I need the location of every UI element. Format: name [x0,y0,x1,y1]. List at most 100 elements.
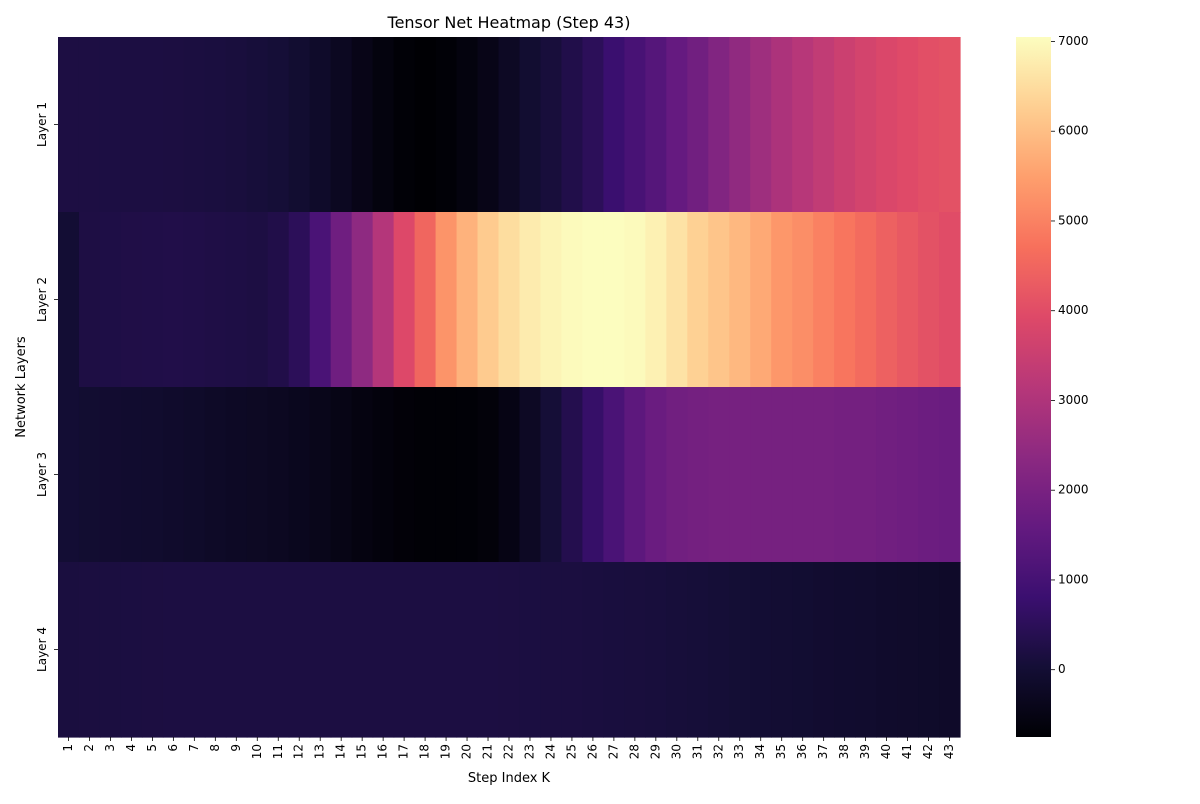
heatmap-cell [456,562,479,738]
x-tick-label: 17 [397,744,411,759]
x-tick-label: 43 [942,744,956,759]
x-tick-label: 15 [355,744,369,759]
heatmap-cell [666,562,688,738]
heatmap-cell [246,37,269,213]
heatmap-cell [897,37,919,213]
heatmap-cell [393,562,416,738]
x-tick-label: 12 [292,744,306,759]
heatmap-cell [183,212,206,388]
heatmap-cell [141,387,164,563]
heatmap-cell [162,37,185,213]
heatmap-cell [939,37,961,213]
x-axis-ticks: 1 2 3 4 5 6 7 8 9 10 11 12 13 14 15 16 17 18 19 20 21 22 23 24 2… [61,737,956,759]
heatmap-cell [351,562,374,738]
heatmap-cell [120,562,143,738]
heatmap-cell [918,37,940,213]
heatmap-cell [540,387,563,563]
heatmap-cell [687,387,709,563]
heatmap-cell [834,212,856,388]
heatmap-cell [351,387,374,563]
heatmap-cell [99,562,122,738]
heatmap-cell [58,212,80,388]
y-tick-label: Layer 3 [35,452,49,497]
heatmap-cell [141,562,164,738]
heatmap-cell [372,387,395,563]
x-tick-label: 25 [564,744,578,759]
heatmap-cell [309,37,332,213]
heatmap-cell [855,387,877,563]
heatmap-cell [603,562,625,738]
heatmap-cell [582,212,604,388]
heatmap-cell [540,212,563,388]
heatmap-cell [99,212,122,388]
heatmap-cell [393,212,416,388]
heatmap-cell [582,387,604,563]
heatmap-cell [561,387,584,563]
heatmap-cell [519,387,542,563]
heatmap-cell [834,562,856,738]
heatmap-cell [498,562,521,738]
x-tick-label: 13 [313,744,327,759]
heatmap-cell [498,387,521,563]
colorbar-tick-label: 2000 [1058,483,1089,497]
heatmap-cell [225,37,248,213]
colorbar-tick-label: 5000 [1058,213,1089,227]
heatmap-cell [435,212,458,388]
heatmap-cell [729,212,751,388]
heatmap-cell [561,37,584,213]
heatmap-cell [645,387,667,563]
heatmap-cell [204,562,227,738]
heatmap-cell [939,387,961,563]
x-tick-label: 41 [900,744,914,759]
heatmap-cell [246,212,269,388]
heatmap-cell [183,562,206,738]
heatmap-cell [456,387,479,563]
heatmap-cell [645,562,667,738]
heatmap-cell [414,562,437,738]
x-tick-label: 31 [690,744,704,759]
heatmap-cell [78,387,101,563]
heatmap-cell [330,387,353,563]
heatmap-cell [141,212,164,388]
heatmap-cell [204,212,227,388]
heatmap-cell [708,562,730,738]
heatmap-cell [456,37,479,213]
heatmap-cell [813,37,835,213]
heatmap-cell [288,212,311,388]
heatmap-cell [897,212,919,388]
x-tick-label: 4 [124,744,138,752]
colorbar-tick-label: 1000 [1058,572,1089,586]
heatmap-cell [897,387,919,563]
x-tick-label: 5 [145,744,159,752]
heatmap-cell [288,562,311,738]
heatmap-cell [330,37,353,213]
heatmap-cell [729,37,751,213]
heatmap-cell [645,37,667,213]
heatmap-cell [855,212,877,388]
heatmap-cell [834,37,856,213]
heatmap-cell [624,562,646,738]
x-tick-label: 11 [271,744,285,759]
heatmap-cell [876,212,898,388]
x-tick-label: 42 [921,744,935,759]
heatmap-cell [645,212,667,388]
heatmap-cell [183,37,206,213]
heatmap-cell [540,37,563,213]
heatmap-cell [309,387,332,563]
heatmap-cell [246,562,269,738]
heatmap-cell [372,562,395,738]
heatmap-cell [813,387,835,563]
heatmap-cell [162,387,185,563]
heatmap-cell [120,387,143,563]
y-tick-label: Layer 1 [35,102,49,147]
heatmap-cell [477,387,500,563]
x-tick-label: 28 [627,744,641,759]
heatmap-cell [78,37,101,213]
heatmap-cell [687,562,709,738]
heatmap-cell [750,562,772,738]
heatmap-cell [435,562,458,738]
x-tick-label: 18 [418,744,432,759]
heatmap-cell [183,387,206,563]
x-tick-label: 29 [648,744,662,759]
heatmap-cell [582,37,604,213]
